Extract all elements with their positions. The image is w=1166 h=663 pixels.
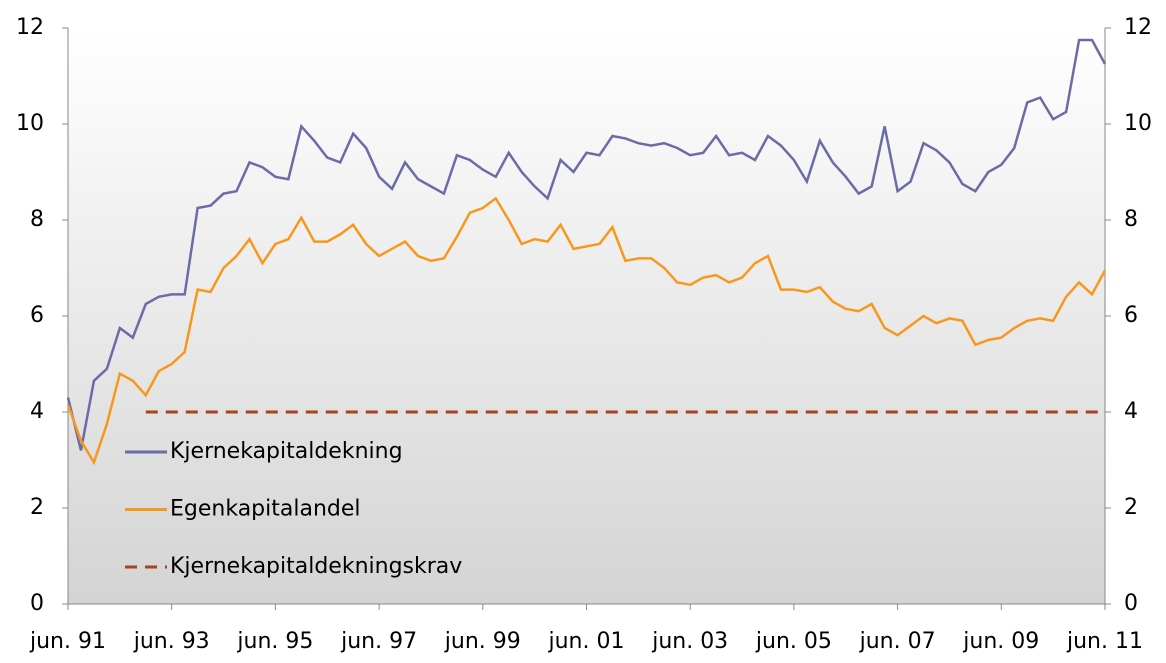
x-tick-label: jun. 07	[859, 629, 936, 654]
x-tick-label: jun. 97	[340, 629, 417, 654]
y-tick-label: 0	[30, 591, 44, 616]
x-tick-label: jun. 09	[962, 629, 1039, 654]
y-tick-label: 12	[16, 15, 44, 40]
y2-tick-label: 2	[1124, 495, 1138, 520]
x-tick-label: jun. 01	[548, 629, 625, 654]
y-tick-label: 2	[30, 495, 44, 520]
line-series	[66, 38, 1107, 451]
legend-label: Kjernekapitaldekning	[170, 439, 403, 464]
x-tick-label: jun. 99	[444, 629, 521, 654]
y-tick-label: 8	[30, 207, 44, 232]
plot-area	[68, 28, 1105, 604]
y-tick-label: 10	[16, 111, 44, 136]
legend-label: Egenkapitalandel	[170, 497, 361, 522]
y-tick-label: 6	[30, 303, 44, 328]
line-series	[66, 196, 1107, 466]
legend-label: Kjernekapitaldekningskrav	[170, 554, 462, 579]
y2-tick-label: 0	[1124, 591, 1138, 616]
x-tick-label: jun. 11	[1066, 629, 1143, 654]
x-tick-label: jun. 95	[236, 629, 313, 654]
y-tick-label: 4	[30, 399, 44, 424]
y2-tick-label: 4	[1124, 399, 1138, 424]
x-tick-label: jun. 03	[651, 629, 728, 654]
y2-tick-label: 6	[1124, 303, 1138, 328]
y2-tick-label: 8	[1124, 207, 1138, 232]
x-tick-label: jun. 91	[29, 629, 106, 654]
x-tick-label: jun. 93	[133, 629, 210, 654]
y2-tick-label: 12	[1124, 15, 1152, 40]
x-tick-label: jun. 05	[755, 629, 832, 654]
y2-tick-label: 10	[1124, 111, 1152, 136]
